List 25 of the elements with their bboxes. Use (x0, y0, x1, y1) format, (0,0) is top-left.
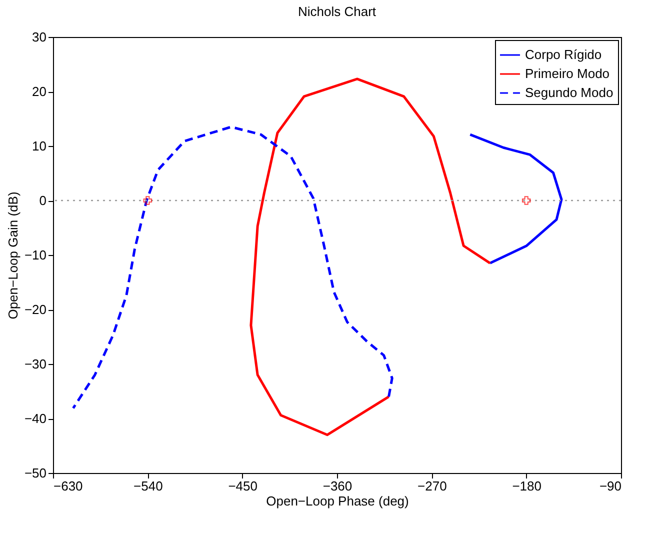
y-tick-label: 20 (32, 84, 46, 99)
y-tick-label: −40 (24, 411, 46, 426)
y-axis-title: Open−Loop Gain (dB) (5, 192, 20, 320)
y-tick-label: 30 (32, 30, 46, 44)
y-tick-label: −30 (24, 356, 46, 372)
y-tick-label: −10 (24, 248, 46, 262)
x-tick-label: −540 (134, 478, 163, 494)
chart-title: Nichols Chart (298, 4, 376, 19)
y-tick-label: 10 (32, 138, 46, 154)
x-tick-label: −630 (54, 478, 83, 494)
legend-label: Primeiro Modo (525, 66, 610, 81)
line-series (468, 133, 563, 264)
x-tick-label: −180 (512, 478, 542, 494)
x-axis-title: Open−Loop Phase (deg) (266, 494, 409, 508)
line-series (72, 126, 394, 410)
x-tick-label: −270 (418, 478, 447, 494)
y-tick-label: −50 (24, 466, 46, 480)
legend-label: Segundo Modo (525, 85, 614, 100)
y-tick-label: 0 (39, 193, 46, 208)
y-tick-label: −20 (24, 302, 46, 317)
legend-label: Corpo Rígido (525, 47, 602, 62)
line-series (250, 78, 492, 436)
x-tick-label: −90 (599, 478, 622, 494)
x-tick-label: −450 (228, 478, 258, 494)
x-tick-label: −360 (322, 478, 352, 494)
